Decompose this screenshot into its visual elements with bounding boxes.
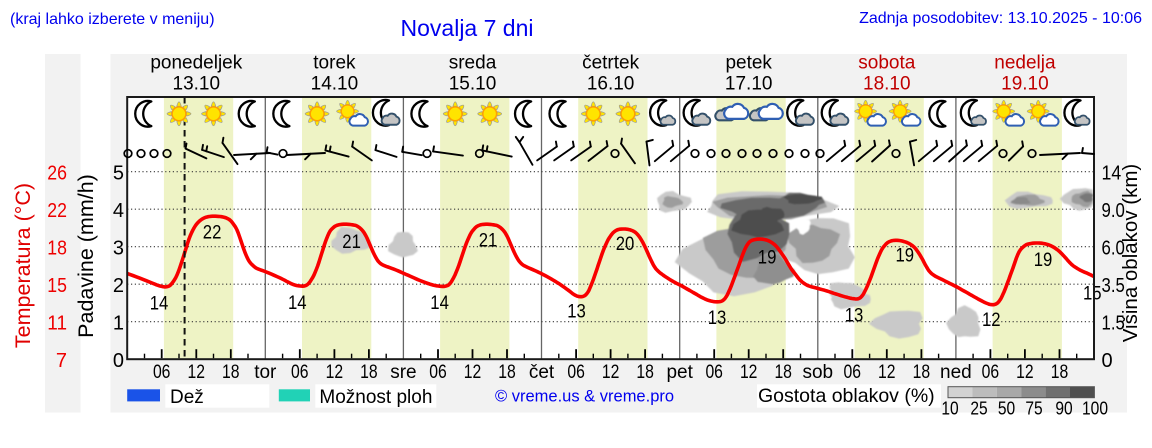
svg-text:3.5: 3.5 <box>1102 275 1125 297</box>
svg-text:12: 12 <box>982 310 1001 331</box>
svg-text:19: 19 <box>758 248 777 269</box>
svg-text:7: 7 <box>56 350 67 372</box>
svg-text:21: 21 <box>479 231 498 252</box>
svg-text:14.10: 14.10 <box>311 74 359 95</box>
svg-text:12: 12 <box>1016 362 1034 383</box>
svg-text:4: 4 <box>113 200 124 222</box>
svg-text:petek: petek <box>725 53 772 74</box>
svg-text:torek: torek <box>313 53 356 74</box>
svg-text:Višina oblakov (km): Višina oblakov (km) <box>1119 164 1142 343</box>
svg-text:5: 5 <box>113 163 124 185</box>
svg-text:06: 06 <box>153 362 171 383</box>
svg-text:18: 18 <box>1051 362 1069 383</box>
svg-text:14: 14 <box>150 294 169 315</box>
svg-text:nedelja: nedelja <box>994 53 1056 74</box>
svg-text:13: 13 <box>567 302 586 323</box>
svg-text:Možnost ploh: Možnost ploh <box>319 387 432 408</box>
svg-text:12: 12 <box>878 362 896 383</box>
svg-text:1: 1 <box>113 313 124 335</box>
svg-text:9.0: 9.0 <box>1102 200 1125 222</box>
svg-text:90: 90 <box>1055 399 1072 419</box>
svg-text:0: 0 <box>1102 350 1113 372</box>
svg-text:18: 18 <box>498 362 516 383</box>
svg-text:12: 12 <box>326 362 344 383</box>
svg-text:25: 25 <box>970 399 987 419</box>
svg-text:18: 18 <box>774 362 792 383</box>
svg-text:18: 18 <box>913 362 931 383</box>
svg-text:čet: čet <box>529 362 555 383</box>
svg-text:13: 13 <box>708 308 727 329</box>
svg-text:1.5: 1.5 <box>1102 313 1125 335</box>
svg-text:12: 12 <box>188 362 206 383</box>
svg-text:Novalja 7 dni: Novalja 7 dni <box>401 15 534 41</box>
svg-text:20: 20 <box>616 234 635 255</box>
svg-text:06: 06 <box>429 362 447 383</box>
svg-text:06: 06 <box>705 362 723 383</box>
svg-text:18: 18 <box>47 238 67 260</box>
svg-text:Gostota oblakov (%): Gostota oblakov (%) <box>758 385 935 407</box>
svg-text:06: 06 <box>567 362 585 383</box>
svg-text:13.10: 13.10 <box>173 74 221 95</box>
svg-text:sobota: sobota <box>858 53 915 74</box>
svg-text:ned: ned <box>940 362 972 383</box>
svg-text:16.10: 16.10 <box>587 74 635 95</box>
svg-text:19: 19 <box>1034 250 1053 271</box>
svg-text:14: 14 <box>288 293 307 314</box>
svg-text:sob: sob <box>802 362 833 383</box>
svg-text:18: 18 <box>360 362 378 383</box>
svg-text:2: 2 <box>113 275 124 297</box>
svg-text:19: 19 <box>896 246 915 267</box>
svg-text:12: 12 <box>740 362 758 383</box>
svg-text:17.10: 17.10 <box>725 74 773 95</box>
svg-text:© vreme.us & vreme.pro: © vreme.us & vreme.pro <box>495 388 674 406</box>
svg-text:12: 12 <box>464 362 482 383</box>
svg-text:22: 22 <box>47 200 67 222</box>
svg-text:Temperatura (°C): Temperatura (°C) <box>11 183 35 348</box>
svg-text:3: 3 <box>113 238 124 260</box>
svg-text:(kraj lahko izberete v meniju): (kraj lahko izberete v meniju) <box>10 11 215 28</box>
svg-text:21: 21 <box>342 232 361 253</box>
svg-text:13: 13 <box>845 305 864 326</box>
svg-text:10: 10 <box>941 399 958 419</box>
svg-text:75: 75 <box>1025 399 1042 419</box>
svg-text:ponedeljek: ponedeljek <box>150 53 242 74</box>
svg-text:18.10: 18.10 <box>863 74 911 95</box>
svg-text:06: 06 <box>982 362 1000 383</box>
svg-text:50: 50 <box>998 399 1015 419</box>
svg-text:06: 06 <box>844 362 862 383</box>
svg-text:15: 15 <box>47 275 67 297</box>
svg-text:12: 12 <box>602 362 620 383</box>
svg-text:18: 18 <box>222 362 240 383</box>
svg-text:četrtek: četrtek <box>582 53 640 74</box>
svg-text:Zadnja posodobitev: 13.10.2025: Zadnja posodobitev: 13.10.2025 - 10:06 <box>859 10 1142 27</box>
svg-text:Dež: Dež <box>170 387 204 408</box>
svg-text:pet: pet <box>666 362 693 383</box>
svg-text:sre: sre <box>390 362 416 383</box>
svg-text:14: 14 <box>1102 163 1122 185</box>
svg-text:0: 0 <box>113 350 124 372</box>
svg-text:15: 15 <box>1083 283 1102 304</box>
svg-text:22: 22 <box>203 222 222 243</box>
svg-text:6.0: 6.0 <box>1102 238 1125 260</box>
svg-text:tor: tor <box>254 362 277 383</box>
svg-text:11: 11 <box>47 313 67 335</box>
svg-text:Padavine (mm/h): Padavine (mm/h) <box>74 174 98 338</box>
svg-text:100: 100 <box>1082 399 1108 419</box>
svg-text:19.10: 19.10 <box>1001 74 1049 95</box>
svg-text:26: 26 <box>47 163 67 185</box>
svg-text:06: 06 <box>291 362 309 383</box>
svg-text:15.10: 15.10 <box>449 74 497 95</box>
svg-text:14: 14 <box>430 293 449 314</box>
svg-text:sreda: sreda <box>449 53 497 74</box>
svg-text:18: 18 <box>636 362 654 383</box>
